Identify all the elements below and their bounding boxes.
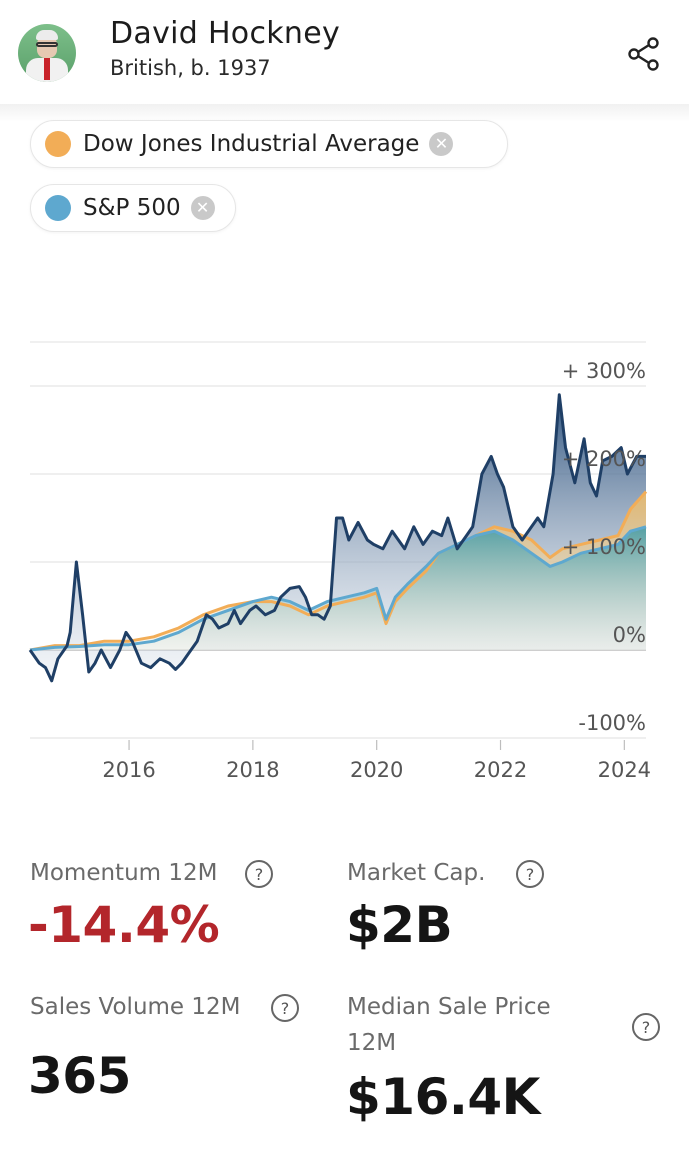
close-icon[interactable]: ✕ — [190, 196, 215, 220]
y-tick-label: 0% — [613, 623, 646, 647]
y-tick-label: -100% — [578, 711, 646, 735]
momentum-value: -14.4% — [28, 896, 220, 954]
artist-subtitle: British, b. 1937 — [110, 56, 271, 80]
legend-dot-dow-jones — [45, 131, 71, 157]
x-tick-label: 2022 — [474, 758, 527, 782]
x-tick-label: 2020 — [350, 758, 403, 782]
question-icon[interactable]: ? — [245, 860, 273, 888]
x-tick-label: 2024 — [598, 758, 651, 782]
artist-header: David Hockney British, b. 1937 — [0, 0, 689, 104]
question-icon[interactable]: ? — [632, 1013, 660, 1041]
market-cap-label: Market Cap. — [347, 860, 486, 886]
sales-volume-value: 365 — [28, 1047, 131, 1105]
market-cap-value: $2B — [346, 896, 453, 954]
comparison-chip-dow-jones[interactable]: Dow Jones Industrial Average ✕ — [30, 120, 508, 168]
comparison-chip-sp500[interactable]: S&P 500 ✕ — [30, 184, 236, 232]
performance-chart[interactable]: + 300% + 200% + 100% 0% -100% 2016 2018 2020 20… — [0, 280, 689, 800]
artist-name: David Hockney — [110, 16, 341, 51]
median-price-label-period: 12M — [347, 1030, 397, 1056]
header-shadow — [0, 104, 689, 122]
series-line-sp500 — [29, 525, 647, 652]
sales-volume-label: Sales Volume 12M — [30, 994, 241, 1020]
median-price-label: Median Sale Price — [347, 994, 551, 1020]
chip-label: Dow Jones Industrial Average — [83, 131, 420, 157]
area-sp500 — [30, 526, 646, 650]
x-tick-label: 2018 — [226, 758, 279, 782]
y-tick-label: + 200% — [562, 447, 646, 471]
chip-label: S&P 500 — [83, 195, 181, 221]
series-line-david-hockney — [28, 393, 646, 683]
y-tick-label: + 100% — [562, 535, 646, 559]
avatar[interactable] — [18, 24, 76, 82]
median-price-value: $16.4K — [346, 1068, 540, 1126]
momentum-label: Momentum 12M — [30, 860, 218, 886]
question-icon[interactable]: ? — [271, 994, 299, 1022]
close-icon[interactable]: ✕ — [429, 132, 454, 156]
y-tick-label: + 300% — [562, 359, 646, 383]
share-icon[interactable] — [624, 34, 664, 74]
legend-dot-sp500 — [45, 195, 71, 221]
question-icon[interactable]: ? — [516, 860, 544, 888]
x-tick-label: 2016 — [102, 758, 155, 782]
